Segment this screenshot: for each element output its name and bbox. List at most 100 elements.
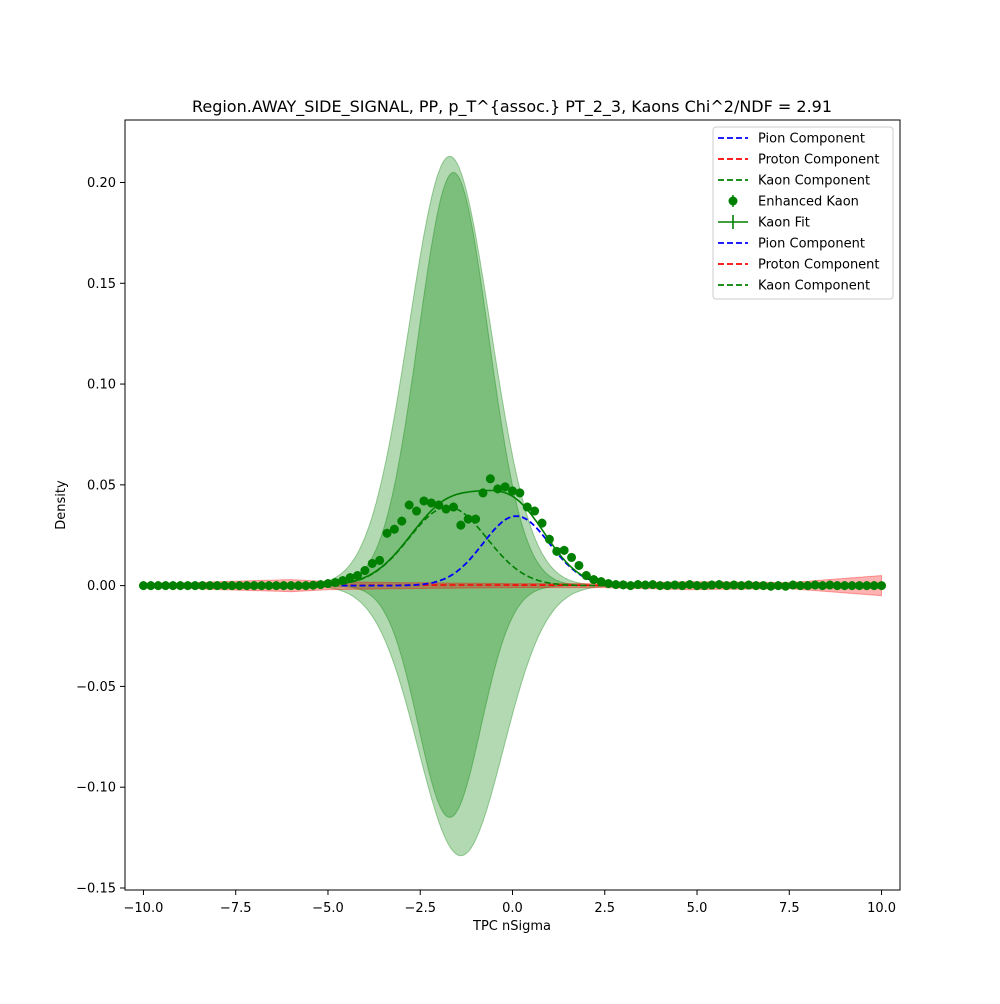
data-point [242, 581, 252, 591]
data-point [345, 573, 355, 583]
data-point [781, 581, 791, 591]
data-point [530, 506, 540, 516]
data-point [633, 580, 643, 590]
y-tick-label: 0.00 [87, 579, 116, 594]
y-axis: −0.15 −0.10 −0.05 0.00 0.05 0.10 0.15 0.20 [76, 176, 125, 896]
data-point [751, 581, 761, 591]
x-tick-label: −10.0 [124, 901, 164, 916]
data-point [589, 575, 599, 585]
data-point [707, 580, 717, 590]
data-point [419, 496, 429, 506]
data-point [308, 580, 318, 590]
x-axis: −10.0 −7.5 −5.0 −2.5 0.0 2.5 5.0 7.5 10.0 [124, 890, 896, 916]
data-point [471, 514, 481, 524]
data-point [729, 580, 739, 590]
data-point [190, 581, 200, 591]
data-point [212, 581, 222, 591]
y-tick-label: 0.10 [87, 378, 116, 393]
y-tick-label: −0.15 [76, 881, 116, 896]
data-point [397, 516, 407, 526]
kaon-band-wide [143, 155, 882, 857]
data-point [220, 581, 230, 591]
data-point [448, 502, 458, 512]
data-point [508, 486, 517, 496]
data-point [825, 580, 835, 590]
data-point [316, 580, 326, 590]
data-point [330, 578, 340, 588]
data-point [795, 581, 805, 591]
data-point [655, 581, 665, 591]
data-point [722, 581, 732, 591]
data-point [257, 581, 267, 591]
data-point [500, 482, 510, 492]
data-point [847, 581, 857, 591]
data-point [854, 581, 864, 591]
data-point [714, 580, 724, 590]
legend-label: Kaon Component [758, 174, 870, 189]
data-point [389, 524, 399, 534]
data-point [603, 579, 613, 589]
data-point [301, 581, 311, 591]
data-point [515, 488, 525, 498]
data-point [404, 500, 414, 510]
data-point [626, 581, 636, 591]
data-point [183, 581, 193, 591]
data-point [441, 504, 451, 514]
data-point [485, 474, 495, 484]
data-point [581, 571, 591, 581]
data-point [559, 545, 569, 555]
data-point [552, 546, 562, 556]
data-point [168, 581, 178, 591]
y-tick-label: −0.10 [76, 781, 116, 796]
x-tick-label: 0.0 [502, 901, 523, 916]
legend-label: Pion Component [758, 132, 865, 147]
data-point [692, 581, 702, 591]
data-point [567, 552, 577, 562]
data-point [227, 581, 237, 591]
data-point [803, 581, 813, 591]
data-point [146, 581, 156, 591]
legend-label: Pion Component [758, 237, 865, 252]
legend-box [712, 126, 894, 300]
data-point [818, 581, 827, 591]
legend-label: Kaon Component [758, 279, 870, 294]
data-point [618, 580, 628, 590]
data-point [234, 581, 244, 591]
legend: Pion Component Proton Component Kaon Compo… [712, 126, 894, 300]
legend-label: Proton Component [758, 258, 880, 273]
data-point [640, 580, 650, 590]
data-point [862, 581, 872, 591]
data-point [788, 580, 798, 590]
data-point [685, 580, 695, 590]
data-point [736, 581, 746, 591]
data-point [456, 520, 466, 530]
data-point [544, 534, 554, 544]
data-point [353, 571, 362, 581]
data-point [648, 580, 658, 590]
data-point [360, 566, 370, 576]
x-tick-label: −7.5 [220, 901, 252, 916]
data-point [810, 580, 820, 590]
data-point [161, 581, 171, 591]
x-tick-label: −2.5 [404, 901, 436, 916]
data-point [677, 581, 687, 591]
data-point [249, 581, 259, 591]
data-point [338, 576, 348, 586]
data-point [877, 581, 887, 591]
data-point [323, 579, 333, 589]
x-axis-label: TPC nSigma [472, 919, 551, 934]
data-point [463, 514, 473, 524]
data-point [537, 518, 547, 528]
y-tick-label: −0.05 [76, 680, 116, 695]
data-point [611, 580, 621, 590]
data-point [574, 560, 584, 570]
x-tick-label: 10.0 [867, 901, 896, 916]
data-point [699, 581, 709, 591]
data-point [153, 581, 163, 591]
data-point [271, 581, 281, 591]
y-tick-label: 0.20 [87, 176, 116, 191]
data-point [382, 528, 392, 538]
data-point [434, 500, 444, 510]
